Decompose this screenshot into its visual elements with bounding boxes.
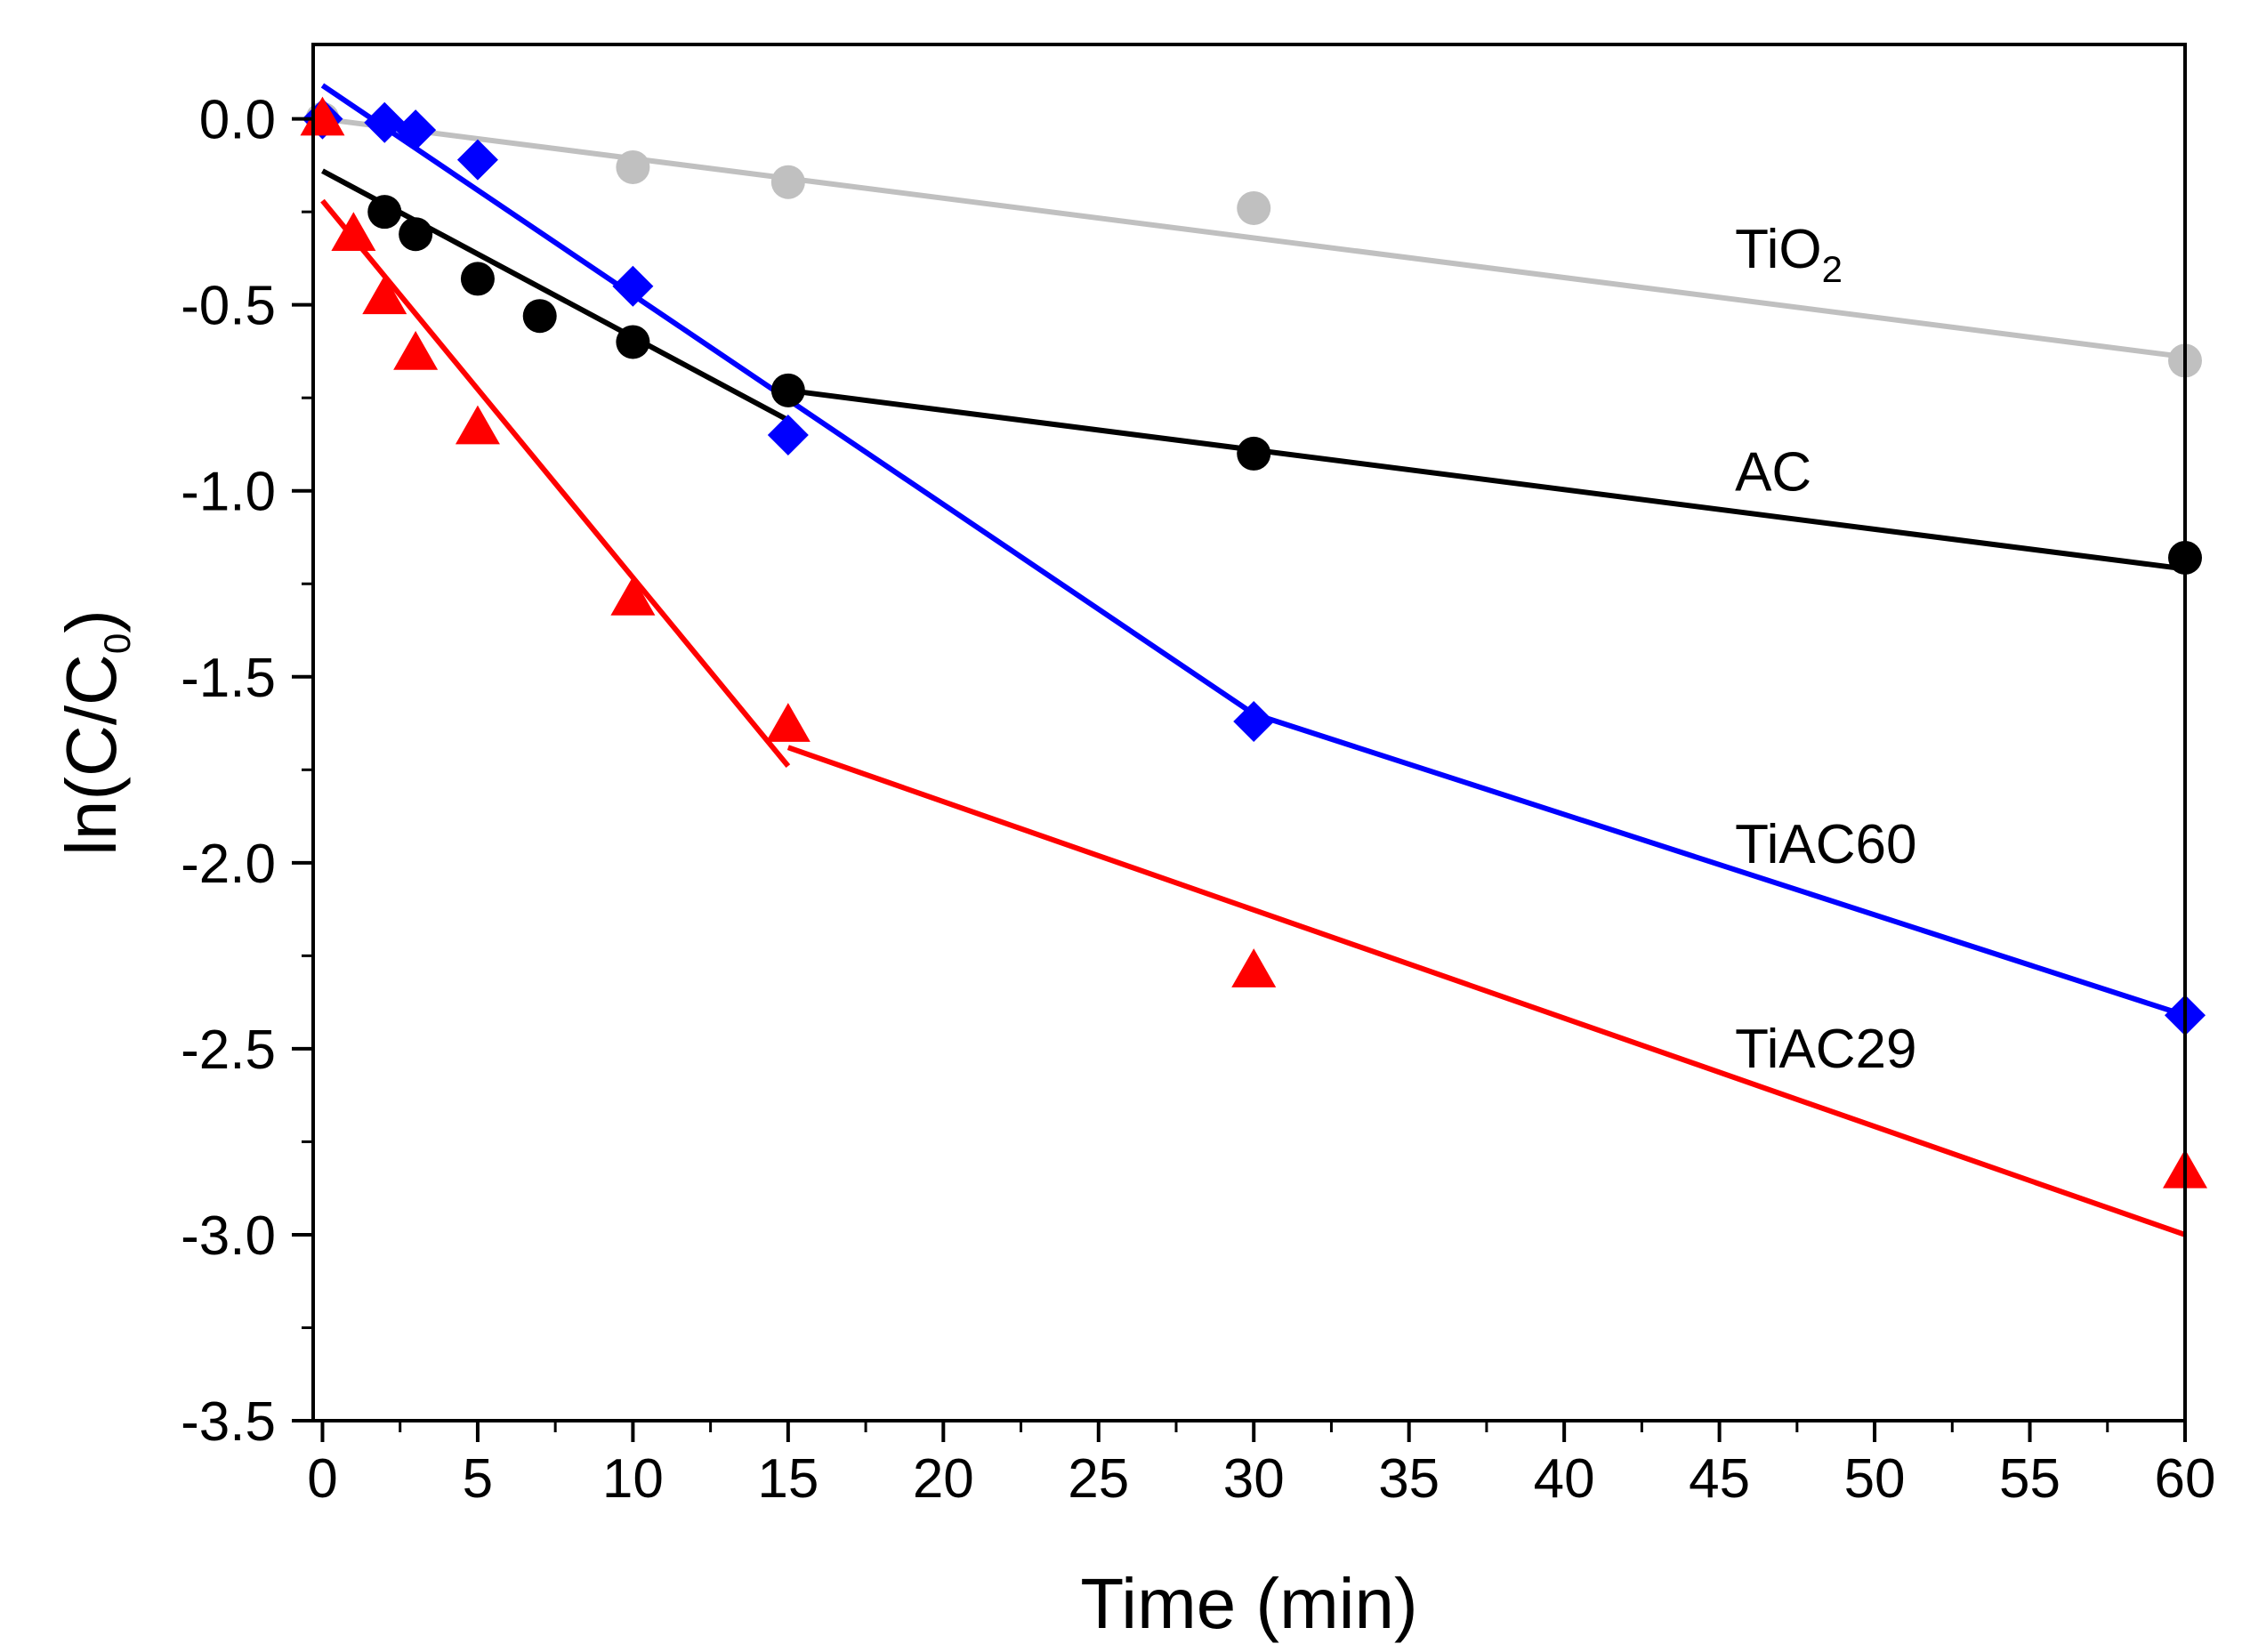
y-tick-label: -3.0 xyxy=(181,1205,276,1267)
x-tick-label: 10 xyxy=(602,1448,664,1510)
data-point-tiac29 xyxy=(393,331,439,370)
data-point-tiac29 xyxy=(300,96,345,136)
x-tick-label: 15 xyxy=(757,1448,819,1510)
x-tick-label: 25 xyxy=(1068,1448,1129,1510)
x-tick-label: 45 xyxy=(1689,1448,1750,1510)
fit-line-tiac60 xyxy=(1253,711,2186,1019)
data-point-tiac29 xyxy=(1231,948,1277,987)
x-axis-title: Time (min) xyxy=(1080,1564,1417,1643)
y-axis-title: ln(C/C0) xyxy=(52,609,138,856)
y-tick-label: -2.0 xyxy=(181,834,276,895)
data-point-tiac60 xyxy=(456,139,498,181)
data-point-ac xyxy=(1237,436,1271,471)
fit-lines xyxy=(320,83,2186,1237)
series-labels: TiO2 AC TiAC60 TiAC29 xyxy=(1735,219,1916,1080)
y-tick-label: -2.5 xyxy=(181,1019,276,1081)
x-tick-label: 20 xyxy=(913,1448,974,1510)
data-point-tiac29 xyxy=(765,703,811,742)
x-tick-label: 55 xyxy=(1999,1448,2061,1510)
x-tick-label: 5 xyxy=(463,1448,493,1510)
y-tick-label: 0.0 xyxy=(199,90,276,151)
data-point-ac xyxy=(399,217,433,252)
series-label-tiac60: TiAC60 xyxy=(1735,814,1916,875)
data-point-ac xyxy=(522,299,557,334)
fit-line-tiac29 xyxy=(320,198,791,769)
x-tick-label: 30 xyxy=(1223,1448,1285,1510)
data-point-tiac29 xyxy=(362,275,407,315)
data-point-tiac60 xyxy=(612,265,654,307)
data-point-ac xyxy=(616,325,650,359)
fit-line-tiac29 xyxy=(786,745,2186,1237)
series-label-tiac29: TiAC29 xyxy=(1735,1019,1916,1080)
data-point-tiac29 xyxy=(455,405,500,445)
x-tick-label: 35 xyxy=(1378,1448,1440,1510)
x-tick-label: 50 xyxy=(1844,1448,1906,1510)
data-point-tiac60 xyxy=(1233,700,1275,742)
series-label-ac: AC xyxy=(1735,442,1811,504)
x-tick-label: 0 xyxy=(307,1448,337,1510)
tick-labels: 0 5 10 15 20 25 30 35 40 45 50 55 60 0.0 -0.5 -1.0 -1.5 -… xyxy=(181,90,2215,1510)
y-tick-label: -0.5 xyxy=(181,276,276,337)
y-tick-label: -1.5 xyxy=(181,648,276,709)
x-tick-label: 40 xyxy=(1534,1448,1595,1510)
data-point-tiac29 xyxy=(331,212,376,251)
data-point-tio2 xyxy=(1237,190,1271,225)
data-point-tio2 xyxy=(770,165,805,199)
data-point-ac xyxy=(770,373,805,407)
series-label-tio2: TiO2 xyxy=(1735,219,1843,290)
y-tick-label: -1.0 xyxy=(181,462,276,523)
x-tick-label: 60 xyxy=(2155,1448,2216,1510)
fit-line-ac xyxy=(787,387,2186,572)
data-point-tio2 xyxy=(616,149,650,184)
data-point-tiac60 xyxy=(767,415,809,456)
y-tick-label: -3.5 xyxy=(181,1391,276,1453)
data-point-tiac29 xyxy=(610,576,656,616)
data-point-ac xyxy=(460,262,495,296)
data-point-tiac60 xyxy=(364,101,406,143)
data-point-tiac60 xyxy=(395,109,437,151)
data-point-ac xyxy=(367,195,402,230)
axis-ticks xyxy=(292,117,2187,1442)
plot-frame xyxy=(311,43,2187,1422)
